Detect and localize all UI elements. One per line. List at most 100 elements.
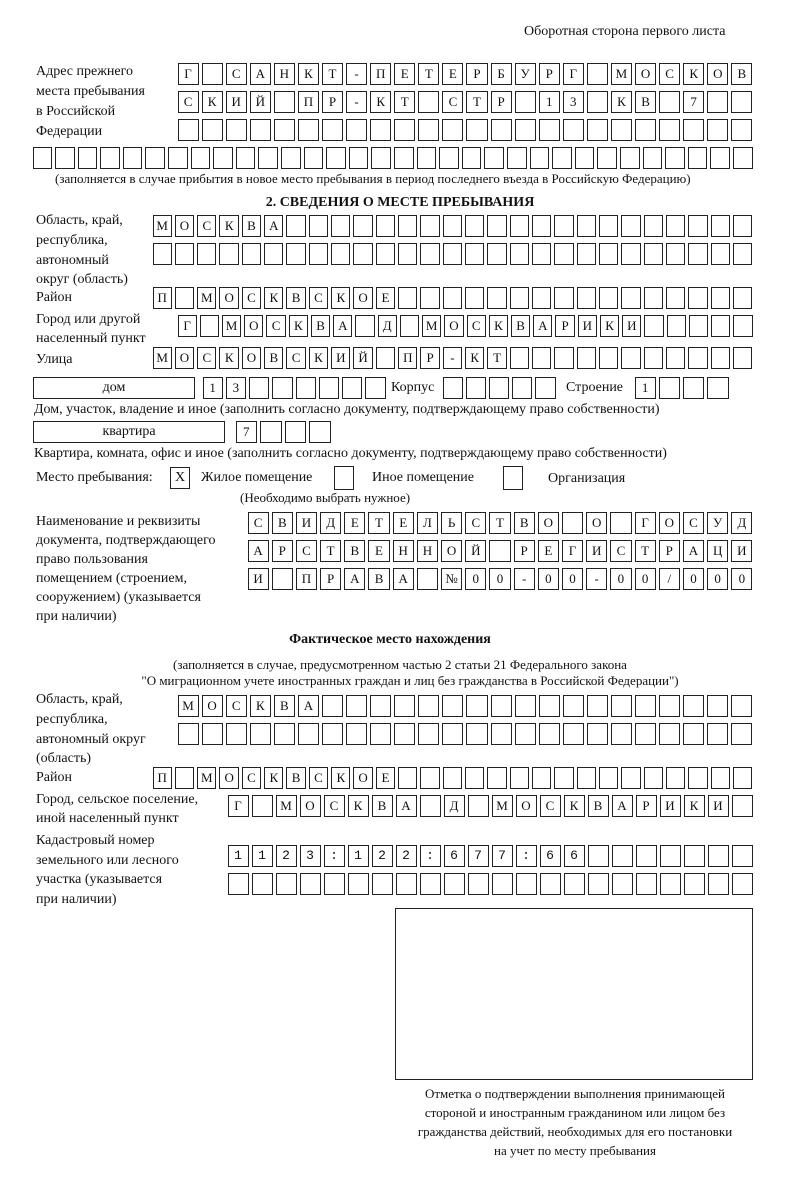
letter-cell[interactable] — [219, 243, 239, 265]
letter-cell[interactable] — [418, 91, 440, 113]
letter-cell[interactable] — [465, 377, 486, 399]
letter-cell[interactable] — [297, 723, 319, 745]
letter-cell[interactable] — [394, 119, 416, 141]
letter-cell[interactable] — [733, 315, 753, 337]
letter-cell[interactable]: - — [586, 568, 608, 590]
letter-cell[interactable] — [321, 119, 344, 141]
letter-cell[interactable] — [539, 845, 561, 867]
letter-cell[interactable]: П — [370, 63, 392, 85]
doc-row-3[interactable]: И П Р А В А № 0 0-0 0-0 0/0 0 0 — [246, 568, 754, 590]
letter-cell[interactable] — [467, 795, 489, 817]
letter-cell[interactable] — [308, 215, 329, 237]
letter-cell[interactable]: С — [225, 695, 247, 717]
letter-cell[interactable] — [586, 91, 608, 113]
letter-cell[interactable] — [665, 147, 685, 169]
letter-cell[interactable] — [733, 287, 753, 309]
letter-cell[interactable] — [371, 845, 393, 867]
letter-cell[interactable]: Ь — [441, 512, 463, 534]
letter-cell[interactable]: К — [465, 347, 485, 369]
letter-cell[interactable] — [264, 243, 284, 265]
letter-cell[interactable]: Д — [377, 315, 397, 337]
letter-cell[interactable]: И — [731, 540, 753, 562]
letter-cell[interactable] — [286, 215, 306, 237]
letter-cell[interactable] — [666, 347, 686, 369]
letter-cell[interactable] — [574, 147, 595, 169]
letter-cell[interactable] — [416, 147, 437, 169]
letter-cell[interactable] — [420, 287, 440, 309]
letter-cell[interactable]: И — [622, 315, 642, 337]
letter-cell[interactable]: В — [368, 568, 390, 590]
letter-cell[interactable]: № — [441, 568, 463, 590]
letter-cell[interactable] — [490, 119, 512, 141]
letter-cell[interactable]: Р — [555, 315, 575, 337]
letter-cell[interactable] — [466, 119, 488, 141]
letter-cell[interactable]: Р — [635, 795, 657, 817]
letter-cell[interactable]: В — [271, 512, 293, 534]
letter-cell[interactable]: А — [344, 568, 366, 590]
letter-cell[interactable] — [122, 147, 143, 169]
letter-cell[interactable]: Р — [321, 91, 344, 113]
letter-cell[interactable]: И — [225, 91, 247, 113]
letter-cell[interactable] — [418, 119, 440, 141]
letter-cell[interactable]: К — [219, 347, 239, 369]
letter-cell[interactable] — [683, 119, 705, 141]
letter-cell[interactable] — [442, 243, 463, 265]
letter-cell[interactable]: С — [610, 540, 632, 562]
letter-cell[interactable] — [353, 215, 373, 237]
letter-cell[interactable] — [420, 243, 440, 265]
letter-cell[interactable] — [346, 695, 368, 717]
letter-cell[interactable] — [683, 695, 705, 717]
letter-cell[interactable]: А — [247, 540, 269, 562]
letter-cell[interactable] — [643, 347, 664, 369]
letter-cell[interactable] — [707, 873, 729, 895]
letter-cell[interactable] — [710, 215, 731, 237]
letter-cell[interactable] — [621, 347, 641, 369]
letter-cell[interactable] — [442, 695, 464, 717]
letter-cell[interactable]: В — [634, 91, 657, 113]
letter-cell[interactable] — [420, 767, 440, 789]
letter-cell[interactable]: О — [244, 315, 264, 337]
letter-cell[interactable]: О — [353, 767, 373, 789]
letter-cell[interactable] — [666, 215, 686, 237]
letter-cell[interactable]: Р — [466, 63, 488, 85]
letter-cell[interactable]: В — [344, 540, 366, 562]
letter-cell[interactable] — [177, 723, 199, 745]
letter-cell[interactable] — [731, 119, 753, 141]
letter-cell[interactable] — [152, 243, 172, 265]
letter-cell[interactable] — [442, 723, 464, 745]
letter-cell[interactable] — [506, 147, 527, 169]
letter-cell[interactable] — [659, 119, 681, 141]
letter-cell[interactable] — [621, 767, 641, 789]
letter-cell[interactable]: К — [288, 315, 308, 337]
letter-cell[interactable]: С — [466, 315, 486, 337]
letter-cell[interactable] — [331, 243, 351, 265]
letter-cell[interactable]: Т — [320, 540, 342, 562]
letter-cell[interactable] — [375, 347, 396, 369]
letter-cell[interactable]: О — [515, 795, 537, 817]
letter-cell[interactable] — [227, 873, 249, 895]
letter-cell[interactable]: Т — [489, 512, 511, 534]
letter-cell[interactable] — [199, 315, 219, 337]
letter-cell[interactable] — [281, 147, 301, 169]
letter-cell[interactable]: П — [295, 568, 318, 590]
letter-cell[interactable] — [355, 315, 375, 337]
letter-cell[interactable]: - — [346, 63, 368, 85]
letter-cell[interactable] — [688, 347, 708, 369]
letter-cell[interactable] — [371, 147, 391, 169]
letter-cell[interactable] — [197, 243, 217, 265]
letter-cell[interactable] — [145, 147, 166, 169]
letter-cell[interactable] — [284, 421, 306, 443]
letter-cell[interactable] — [309, 421, 331, 443]
letter-cell[interactable] — [710, 347, 731, 369]
letter-cell[interactable] — [512, 377, 533, 399]
letter-cell[interactable] — [707, 695, 729, 717]
letter-cell[interactable] — [375, 215, 396, 237]
letter-cell[interactable] — [586, 695, 608, 717]
letter-cell[interactable]: К — [331, 287, 351, 309]
letter-cell[interactable] — [346, 119, 368, 141]
letter-cell[interactable] — [710, 243, 731, 265]
